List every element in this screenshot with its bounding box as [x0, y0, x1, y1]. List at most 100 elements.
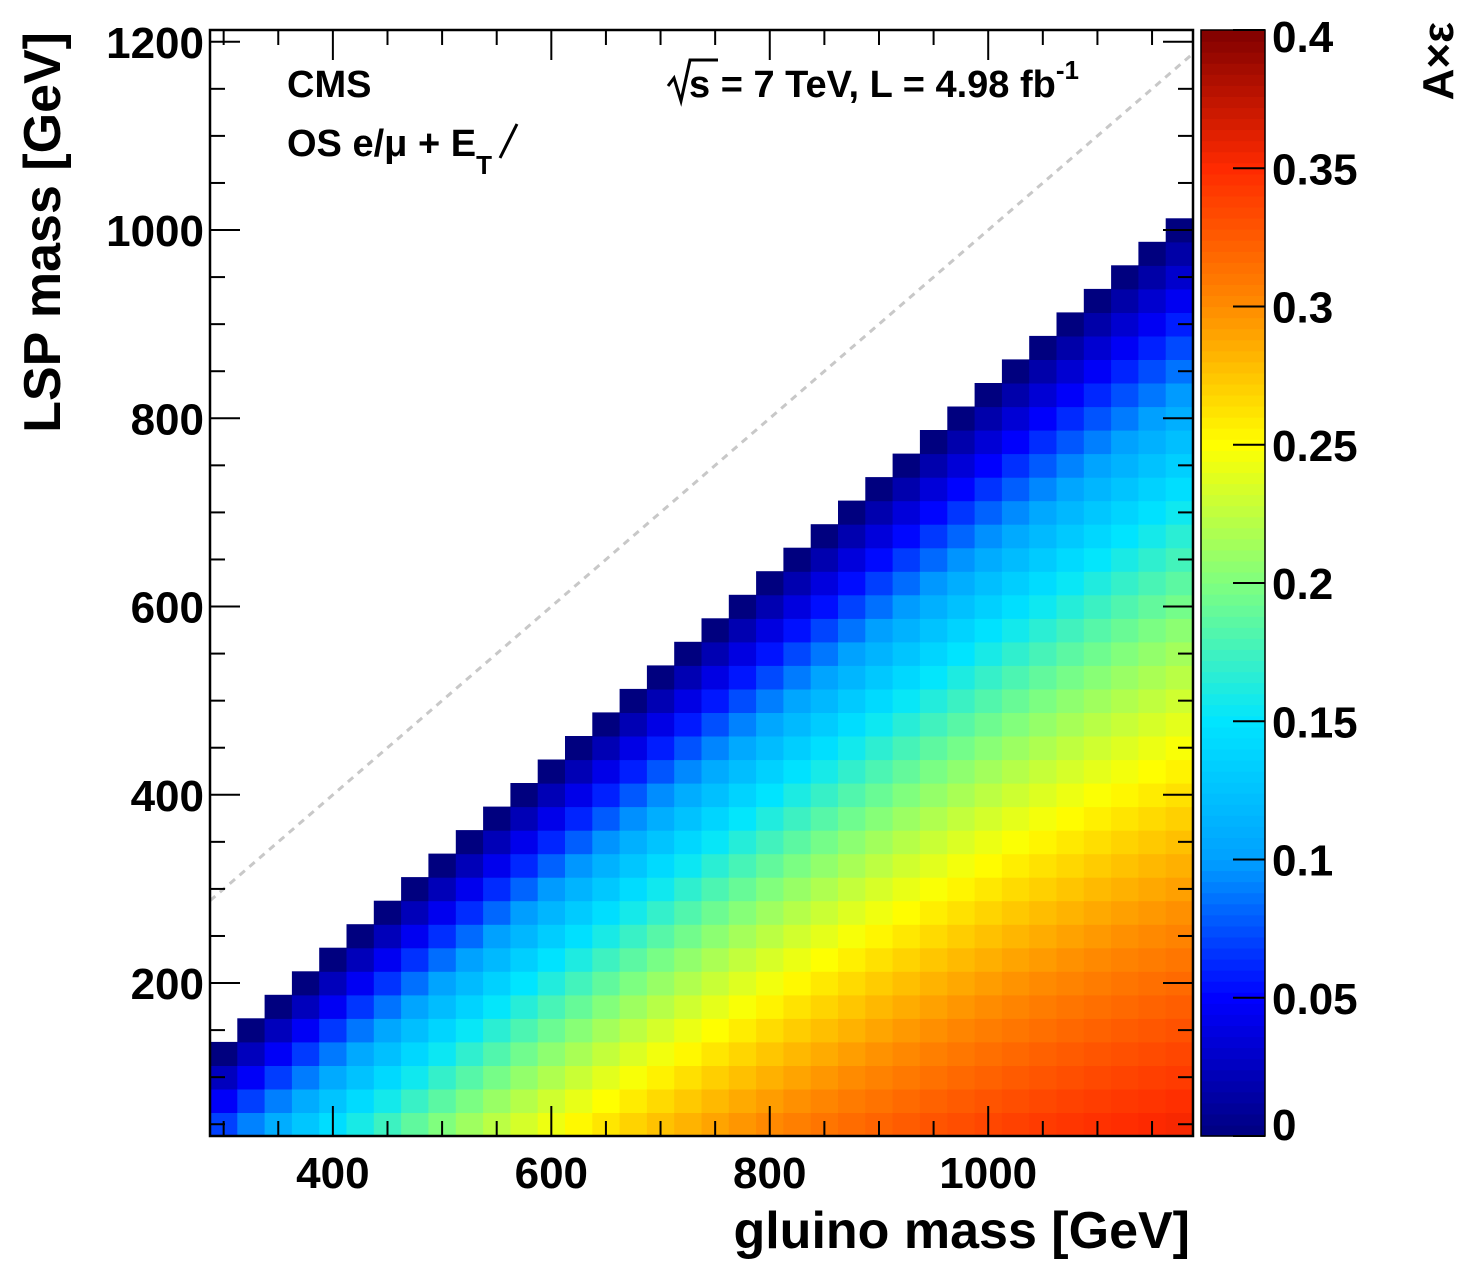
heatmap-cell [674, 830, 703, 855]
heatmap-cell [728, 1065, 757, 1090]
heatmap-cell [1138, 806, 1167, 831]
heatmap-cell [947, 571, 976, 596]
heatmap-cell [565, 1018, 593, 1043]
heatmap-cell [1138, 500, 1167, 525]
heatmap-cell [319, 971, 348, 996]
heatmap-cell [1138, 406, 1167, 431]
heatmap-cell [1083, 547, 1112, 572]
heatmap-cell [1083, 947, 1112, 972]
color-scale-step [1201, 52, 1265, 64]
heatmap-cell [1056, 453, 1085, 478]
heatmap-cell [1001, 924, 1030, 949]
color-scale-step [1201, 339, 1265, 352]
heatmap-cell [646, 759, 675, 784]
heatmap-cell [947, 712, 976, 737]
heatmap-cell [319, 994, 348, 1019]
heatmap-cell [1111, 1065, 1139, 1090]
heatmap-cell [728, 759, 757, 784]
heatmap-cell [674, 971, 703, 996]
heatmap-cell [756, 712, 784, 737]
heatmap-cell [919, 594, 948, 619]
heatmap-cell [1029, 806, 1058, 831]
heatmap-cell [865, 688, 894, 713]
heatmap-cell [1083, 359, 1112, 384]
heatmap-cell [210, 1088, 238, 1113]
heatmap-cell [1001, 477, 1030, 502]
heatmap-cell [947, 971, 976, 996]
heatmap-cell [646, 806, 675, 831]
heatmap-cell [810, 783, 839, 808]
heatmap-cell [1165, 524, 1194, 549]
heatmap-cell [674, 783, 703, 808]
color-scale-step [1201, 549, 1265, 562]
heatmap-cells [210, 218, 1194, 1137]
heatmap-cell [483, 877, 511, 902]
heatmap-cell [1165, 477, 1194, 502]
heatmap-cell [947, 1018, 976, 1043]
heatmap-cell [1001, 453, 1030, 478]
heatmap-cell [1083, 736, 1112, 761]
heatmap-cell [1165, 383, 1194, 408]
heatmap-cell [701, 736, 730, 761]
color-scale-step [1201, 1124, 1265, 1137]
heatmap-cell [838, 971, 866, 996]
color-scale-step [1201, 273, 1265, 285]
heatmap-cell [974, 688, 1003, 713]
heatmap-cell [728, 877, 757, 902]
heatmap-cell [674, 641, 703, 666]
color-scale-step [1201, 494, 1265, 507]
heatmap-cell [674, 759, 703, 784]
heatmap-cell [756, 1018, 784, 1043]
heatmap-cell [947, 877, 976, 902]
heatmap-cell [1083, 877, 1112, 902]
heatmap-cell [1029, 1088, 1058, 1113]
heatmap-cell [674, 736, 703, 761]
heatmap-cell [1001, 383, 1030, 408]
heatmap-cell [892, 853, 921, 878]
heatmap-cell [346, 1088, 375, 1113]
heatmap-cell [810, 877, 839, 902]
color-scale-step [1201, 560, 1265, 573]
heatmap-cell [592, 924, 621, 949]
heatmap-cell [783, 665, 812, 690]
heatmap-cell [1001, 594, 1030, 619]
heatmap-cell [1029, 500, 1058, 525]
heatmap-cell [974, 665, 1003, 690]
heatmap-cell [565, 900, 593, 925]
heatmap-cell [1111, 406, 1139, 431]
color-scale-step [1201, 782, 1265, 794]
heatmap-cell [1056, 500, 1085, 525]
heatmap-cell [756, 783, 784, 808]
heatmap-cell [892, 994, 921, 1019]
heatmap-cell [865, 571, 894, 596]
heatmap-cell [1056, 947, 1085, 972]
color-scale-step [1201, 240, 1265, 252]
heatmap-cell [565, 736, 593, 761]
heatmap-cell [1111, 759, 1139, 784]
heatmap-cell [1029, 335, 1058, 360]
heatmap-cell [373, 924, 402, 949]
heatmap-cell [974, 547, 1003, 572]
heatmap-cell [783, 641, 812, 666]
heatmap-cell [674, 665, 703, 690]
heatmap-cell [1001, 1018, 1030, 1043]
heatmap-cell [1029, 477, 1058, 502]
heatmap-cell [756, 665, 784, 690]
heatmap-cell [1083, 1018, 1112, 1043]
heatmap-cell [674, 924, 703, 949]
color-scale-step [1201, 848, 1265, 861]
color-scale-step [1201, 881, 1265, 894]
heatmap-cell [947, 736, 976, 761]
color-scale-step [1201, 394, 1265, 407]
heatmap-cell [1083, 288, 1112, 313]
heatmap-cell [892, 1088, 921, 1113]
heatmap-cell [838, 712, 866, 737]
heatmap-cell [510, 830, 539, 855]
heatmap-cell [1029, 665, 1058, 690]
heatmap-cell [346, 1018, 375, 1043]
heatmap-cell [674, 688, 703, 713]
color-scale-step [1201, 461, 1265, 473]
heatmap-cell [810, 547, 839, 572]
heatmap-cell [1111, 618, 1139, 643]
color-scale-label: 0.15 [1272, 698, 1358, 747]
